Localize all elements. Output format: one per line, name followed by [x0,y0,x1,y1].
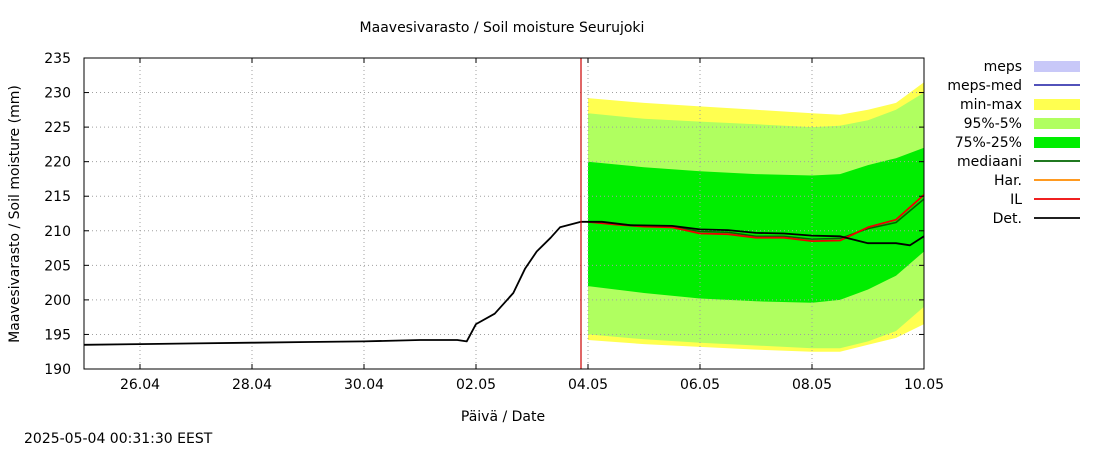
legend-label-il: IL [1010,192,1022,208]
y-tick-label: 225 [44,120,71,136]
legend-label-p95_5: 95%-5% [964,116,1022,132]
legend-label-minmax: min-max [960,97,1022,113]
series-det-line [83,220,925,346]
y-tick-label: 205 [44,258,71,274]
grid-lines [84,58,924,369]
legend-label-meps: meps [984,59,1022,75]
x-tick-label: 28.04 [232,377,272,393]
y-tick-label: 190 [44,362,71,378]
x-tick-label: 06.05 [680,377,720,393]
x-tick-label: 30.04 [344,377,384,393]
x-tick-label: 04.05 [568,377,608,393]
legend-label-meps_med: meps-med [947,78,1022,94]
x-axis-label: Päivä / Date [461,409,545,425]
y-axis-label: Maavesivarasto / Soil moisture (mm) [7,85,23,343]
y-tick-labels: 190 195 200 205 210 215 220 225 230 235 [44,51,71,378]
legend-swatch-minmax [1034,99,1080,110]
legend-swatch-meps [1034,61,1080,72]
legend-label-mediaani: mediaani [957,154,1022,170]
y-tick-label: 200 [44,293,71,309]
y-tick-label: 195 [44,327,71,343]
x-tick-label: 08.05 [792,377,832,393]
y-tick-label: 230 [44,86,71,102]
forecast-bands [588,82,924,352]
y-tick-label: 210 [44,224,71,240]
x-tick-label: 10.05 [904,377,944,393]
legend-label-p75_25: 75%-25% [955,135,1022,151]
x-tick-label: 02.05 [456,377,496,393]
plot-frame [83,57,925,370]
y-tick-label: 215 [44,189,71,205]
x-tick-labels: 26.04 28.04 30.04 02.05 04.05 06.05 08.05 10.05 [120,377,944,393]
y-tick-label: 235 [44,51,71,67]
x-tick-label: 26.04 [120,377,160,393]
y-tick-label: 220 [44,155,71,171]
series-lines [83,58,925,369]
timestamp: 2025-05-04 00:31:30 EEST [24,431,213,447]
band-75-25 [588,147,924,303]
axes [83,57,925,370]
legend: meps meps-med min-max 95%-5% 75%-25% mediaani… [947,59,1080,227]
chart-title: Maavesivarasto / Soil moisture Seurujoki [360,20,645,36]
legend-label-det: Det. [993,211,1022,227]
series-il-line [587,194,925,243]
legend-swatch-p75_25 [1034,137,1080,148]
legend-label-har: Har. [994,173,1022,189]
legend-swatch-p95_5 [1034,118,1080,129]
